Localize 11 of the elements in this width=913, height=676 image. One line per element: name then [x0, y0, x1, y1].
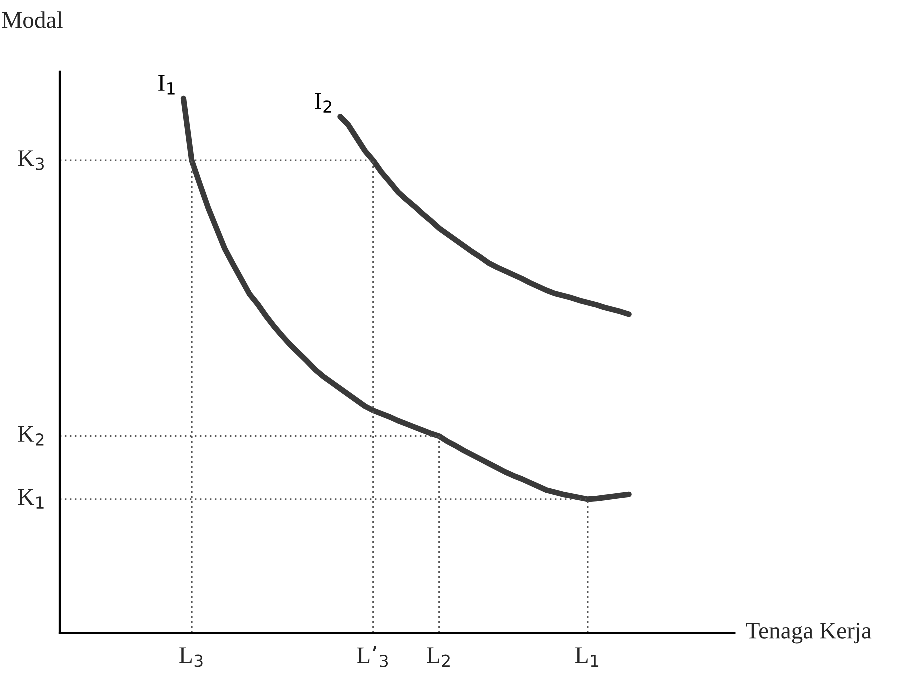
ref-line-label: K$_{3}$: [18, 150, 44, 170]
x-tick-label: L$_{1}$: [576, 648, 599, 668]
text: Modal: [2, 12, 63, 28]
x-tick-label: L$_{3}$: [180, 648, 203, 668]
x-axis-title: Tenaga Kerja: [746, 622, 872, 644]
x-tick-label: L’$_{3}$: [357, 646, 388, 668]
series-label: I$_{2}$: [315, 94, 332, 113]
ref-line-label: K$_{2}$: [18, 426, 44, 446]
x-tick-label: L$_{2}$: [427, 648, 450, 668]
ref-line-label: K$_{1}$: [18, 490, 44, 509]
series-label: I$_{1}$: [158, 75, 175, 95]
